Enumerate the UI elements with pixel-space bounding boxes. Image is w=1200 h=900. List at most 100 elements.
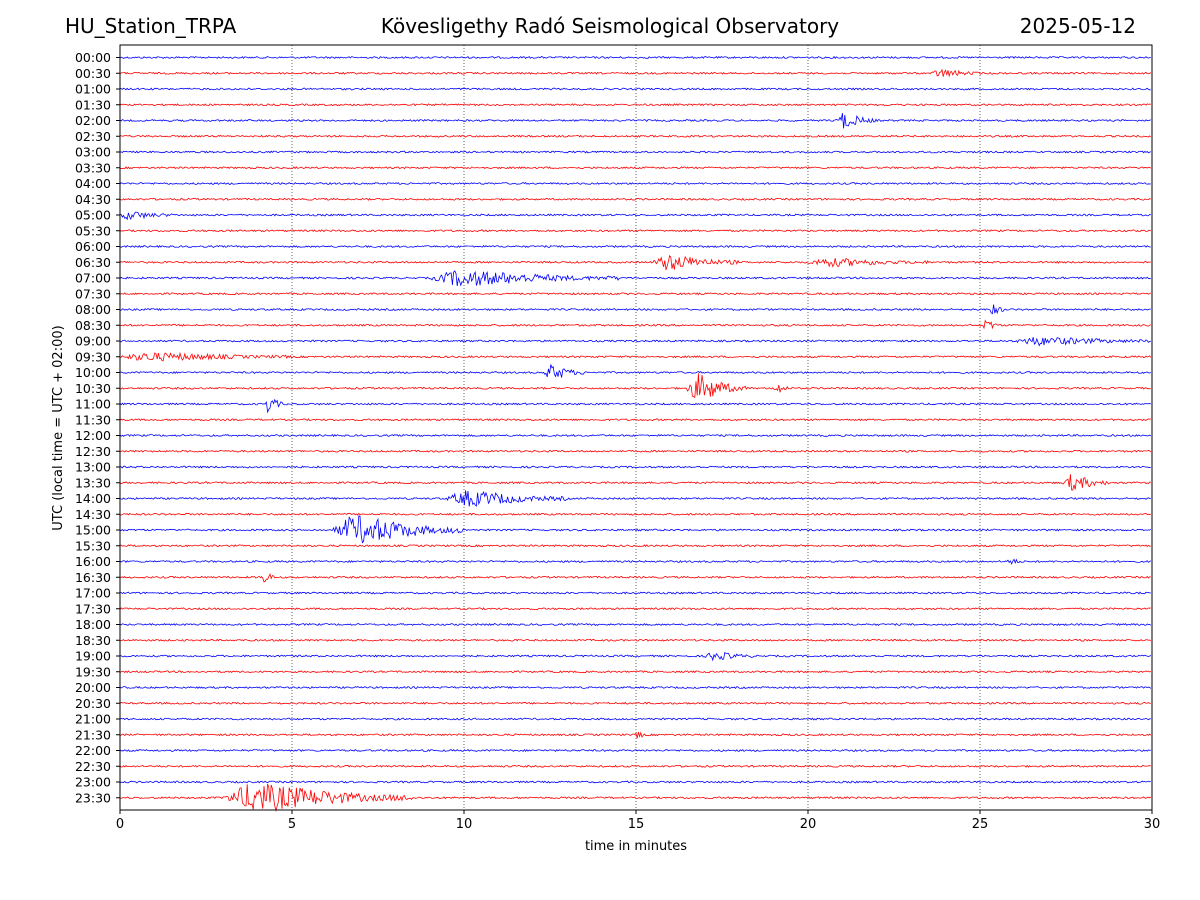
trace-0600	[119, 244, 1151, 249]
trace-1800	[119, 622, 1152, 627]
y-tick-label: 15:30	[75, 538, 111, 553]
y-tick-label: 18:30	[75, 633, 111, 648]
trace-1730	[119, 607, 1151, 611]
x-tick-label: 10	[456, 817, 473, 832]
trace-1500	[119, 515, 1152, 544]
y-tick-label: 18:00	[75, 617, 111, 632]
y-tick-label: 17:00	[75, 586, 111, 601]
trace-1430	[119, 512, 1151, 516]
y-tick-label: 03:00	[75, 145, 111, 160]
y-tick-label: 14:00	[75, 491, 111, 506]
x-axis-label: time in minutes	[585, 839, 687, 854]
trace-1300	[119, 465, 1151, 469]
trace-0430	[119, 197, 1151, 201]
y-tick-label: 19:00	[75, 649, 111, 664]
y-tick-label: 22:30	[75, 759, 111, 774]
y-tick-label: 16:30	[75, 570, 111, 585]
y-tick-label: 17:30	[75, 601, 111, 616]
y-tick-label: 08:00	[75, 302, 111, 317]
x-tick-label: 0	[116, 817, 124, 832]
trace-1330	[119, 474, 1151, 491]
y-tick-label: 13:30	[75, 475, 111, 490]
trace-2100	[119, 717, 1151, 721]
trace-2200	[119, 748, 1151, 753]
y-tick-label: 06:00	[75, 239, 111, 254]
trace-0730	[119, 292, 1151, 296]
y-tick-label: 15:00	[75, 523, 111, 538]
y-tick-label: 03:30	[75, 160, 111, 175]
trace-1130	[119, 418, 1151, 422]
y-tick-label: 02:30	[75, 129, 111, 144]
y-tick-label: 21:30	[75, 727, 111, 742]
x-tick-label: 5	[288, 817, 296, 832]
trace-0530	[119, 229, 1152, 233]
trace-1230	[119, 449, 1152, 453]
y-tick-label: 05:00	[75, 208, 111, 223]
y-axis-label: UTC (local time = UTC + 02:00)	[51, 325, 66, 530]
y-tick-label: 09:30	[75, 349, 111, 364]
observatory-title: Kövesligethy Radó Seismological Observat…	[380, 14, 840, 38]
trace-1600	[119, 558, 1152, 565]
y-tick-label: 10:00	[75, 365, 111, 380]
trace-0900	[119, 337, 1151, 347]
y-tick-label: 06:30	[75, 255, 111, 270]
trace-1700	[119, 591, 1151, 595]
axis-layer: 0 5 10 15 20 25 30 00:0000:3001:0001:3002:0002:…	[75, 50, 1160, 832]
x-tick-label: 15	[628, 817, 645, 832]
x-tick-label: 25	[972, 817, 989, 832]
y-tick-label: 11:00	[75, 397, 111, 412]
trace-0100	[119, 87, 1151, 91]
trace-0200	[119, 113, 1151, 129]
grid-layer	[291, 45, 981, 810]
trace-1930	[119, 670, 1151, 674]
trace-layer	[119, 55, 1152, 812]
trace-0000	[119, 55, 1151, 59]
trace-2230	[119, 764, 1151, 768]
y-tick-label: 04:30	[75, 192, 111, 207]
trace-2000	[119, 685, 1152, 690]
trace-0300	[119, 150, 1152, 154]
y-tick-label: 09:00	[75, 334, 111, 349]
y-tick-label: 01:00	[75, 82, 111, 97]
trace-0800	[119, 304, 1151, 315]
x-tick-label: 30	[1144, 817, 1161, 832]
y-tick-label: 23:00	[75, 775, 111, 790]
trace-2300	[119, 780, 1151, 784]
trace-1030	[119, 373, 1151, 399]
y-tick-label: 16:00	[75, 554, 111, 569]
y-tick-label: 11:30	[75, 412, 111, 427]
y-tick-label: 10:30	[75, 381, 111, 396]
y-tick-label: 02:00	[75, 113, 111, 128]
trace-0400	[119, 181, 1151, 185]
y-tick-label: 00:00	[75, 50, 111, 65]
y-tick-label: 07:00	[75, 271, 111, 286]
y-tick-label: 14:30	[75, 507, 111, 522]
trace-0930	[119, 351, 1152, 362]
y-tick-label: 20:00	[75, 680, 111, 695]
trace-0700	[119, 270, 1151, 287]
y-tick-label: 04:00	[75, 176, 111, 191]
trace-0230	[119, 134, 1152, 138]
y-tick-label: 12:30	[75, 444, 111, 459]
trace-1900	[119, 652, 1152, 662]
trace-1830	[119, 638, 1152, 642]
trace-0130	[119, 103, 1151, 107]
trace-1630	[119, 573, 1151, 583]
trace-1100	[119, 398, 1151, 414]
trace-1530	[119, 544, 1151, 548]
trace-0030	[119, 68, 1152, 78]
y-tick-label: 20:30	[75, 696, 111, 711]
station-title: HU_Station_TRPA	[65, 14, 237, 38]
trace-2330	[119, 783, 1152, 812]
date-title: 2025-05-12	[1019, 14, 1136, 38]
y-tick-label: 12:00	[75, 428, 111, 443]
trace-0630	[119, 254, 1151, 271]
y-tick-label: 08:30	[75, 318, 111, 333]
y-tick-label: 07:30	[75, 286, 111, 301]
trace-2130	[119, 731, 1152, 739]
trace-0500	[119, 211, 1151, 221]
trace-0830	[119, 319, 1152, 330]
y-tick-label: 21:00	[75, 712, 111, 727]
x-tick-label: 20	[800, 817, 817, 832]
